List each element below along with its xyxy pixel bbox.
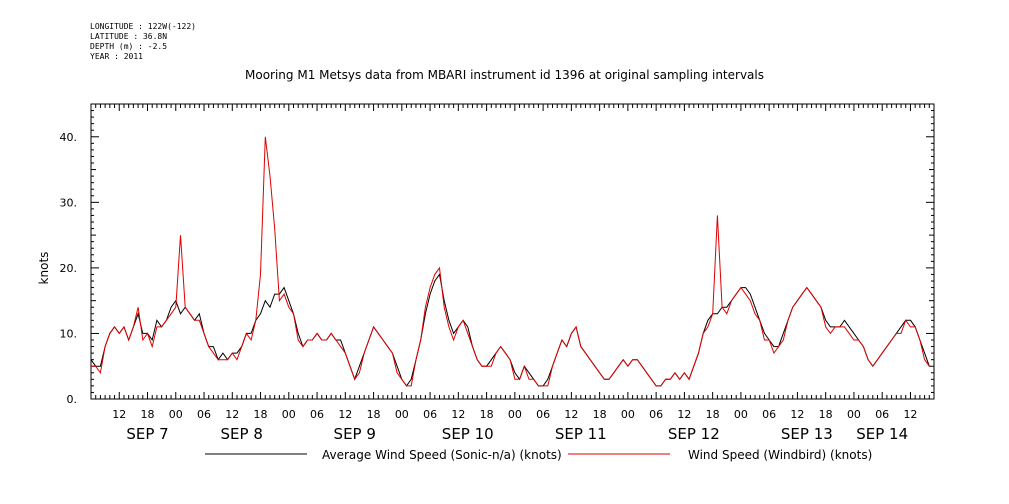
x-tick-label: 12 <box>225 408 239 421</box>
x-tick-label: 00 <box>734 408 748 421</box>
x-tick-label: 12 <box>903 408 917 421</box>
x-date-label: SEP 10 <box>442 425 494 443</box>
x-tick-label: 06 <box>423 408 437 421</box>
x-tick-label: 00 <box>508 408 522 421</box>
x-date-label: SEP 7 <box>126 425 168 443</box>
x-tick-label: 00 <box>395 408 409 421</box>
chart-title: Mooring M1 Metsys data from MBARI instru… <box>245 68 764 82</box>
x-tick-label: 18 <box>254 408 268 421</box>
metadata-block: LONGITUDE : 122W(-122) LATITUDE : 36.8N DE… <box>90 22 196 62</box>
x-tick-label: 06 <box>536 408 550 421</box>
series-line-windbird-wind-speed <box>91 136 930 387</box>
x-date-label: SEP 11 <box>555 425 607 443</box>
x-tick-label: 00 <box>169 408 183 421</box>
x-date-label: SEP 8 <box>221 425 263 443</box>
x-tick-label: 12 <box>112 408 126 421</box>
x-tick-label: 12 <box>564 408 578 421</box>
x-tick-label: 06 <box>875 408 889 421</box>
y-tick-label: 10. <box>60 327 78 340</box>
y-axis-label: knots <box>37 252 51 285</box>
longitude-text: LONGITUDE : 122W(-122) <box>90 22 196 31</box>
x-tick-label: 00 <box>282 408 296 421</box>
x-date-label: SEP 9 <box>334 425 376 443</box>
y-tick-label: 0. <box>67 393 78 406</box>
x-tick-label: 00 <box>621 408 635 421</box>
legend: Average Wind Speed (Sonic-n/a) (knots) W… <box>205 448 872 462</box>
plot-frame <box>90 103 935 400</box>
x-tick-label: 12 <box>677 408 691 421</box>
y-tick-label: 20. <box>60 262 78 275</box>
x-tick-label: 06 <box>649 408 663 421</box>
depth-text: DEPTH (m) : -2.5 <box>90 42 168 51</box>
x-tick-label: 18 <box>593 408 607 421</box>
x-tick-label: 12 <box>790 408 804 421</box>
x-tick-label: 12 <box>338 408 352 421</box>
x-tick-label: 06 <box>310 408 324 421</box>
x-tick-label: 00 <box>847 408 861 421</box>
x-date-label: SEP 14 <box>856 425 908 443</box>
legend-label-windbird: Wind Speed (Windbird) (knots) <box>688 448 872 462</box>
y-tick-label: 40. <box>60 131 78 144</box>
x-tick-label: 18 <box>141 408 155 421</box>
x-tick-label: 06 <box>762 408 776 421</box>
series-line-average-wind-speed <box>90 273 930 387</box>
latitude-text: LATITUDE : 36.8N <box>90 32 168 41</box>
year-text: YEAR : 2011 <box>90 52 143 61</box>
x-date-label: SEP 13 <box>781 425 833 443</box>
legend-label-average: Average Wind Speed (Sonic-n/a) (knots) <box>322 448 562 462</box>
x-tick-label: 12 <box>451 408 465 421</box>
x-tick-label: 18 <box>819 408 833 421</box>
y-tick-label: 30. <box>60 196 78 209</box>
x-tick-label: 18 <box>367 408 381 421</box>
x-date-label: SEP 12 <box>668 425 720 443</box>
x-tick-label: 18 <box>480 408 494 421</box>
x-tick-label: 06 <box>197 408 211 421</box>
x-tick-label: 18 <box>706 408 720 421</box>
